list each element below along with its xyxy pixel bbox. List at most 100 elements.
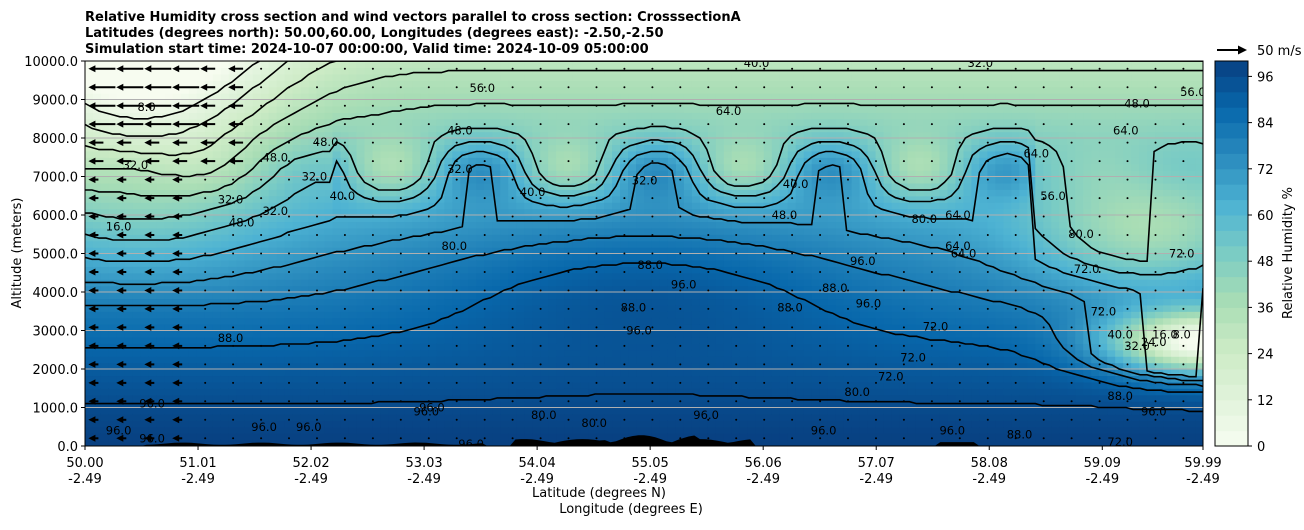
rh-cell xyxy=(380,356,390,364)
rh-cell xyxy=(196,285,206,293)
rh-cell xyxy=(596,131,605,139)
rh-cell xyxy=(492,343,501,351)
rh-cell xyxy=(260,433,270,441)
rh-cell xyxy=(85,407,94,415)
rh-cell xyxy=(236,170,246,178)
rh-cell xyxy=(180,93,190,101)
rh-cell xyxy=(636,304,645,312)
rh-cell xyxy=(308,304,318,312)
rh-cell xyxy=(675,208,685,216)
rh-cell xyxy=(380,221,390,229)
rh-cell xyxy=(292,73,302,81)
rh-cell xyxy=(180,259,190,267)
rh-cell xyxy=(156,420,166,428)
rh-cell xyxy=(564,163,573,171)
rh-cell xyxy=(300,381,310,389)
rh-cell xyxy=(156,125,166,133)
rh-cell xyxy=(556,324,565,332)
rh-cell xyxy=(308,272,318,280)
rh-cell xyxy=(380,253,390,261)
rh-cell xyxy=(292,330,302,338)
rh-cell xyxy=(508,439,517,446)
rh-cell xyxy=(316,369,326,377)
rh-cell xyxy=(651,433,661,441)
rh-cell xyxy=(707,413,717,421)
rh-cell xyxy=(372,202,382,210)
rh-cell xyxy=(100,420,110,428)
rh-cell xyxy=(612,317,621,325)
rh-cell xyxy=(691,292,701,300)
rh-cell xyxy=(180,420,190,428)
rh-cell xyxy=(420,285,429,293)
rh-cell xyxy=(148,202,158,210)
rh-cell xyxy=(492,189,501,197)
rh-cell xyxy=(444,292,453,300)
rh-cell xyxy=(636,285,645,293)
rh-cell xyxy=(268,61,278,69)
rh-cell xyxy=(460,324,469,332)
rh-cell xyxy=(412,298,421,306)
rh-cell xyxy=(164,330,174,338)
rh-cell xyxy=(388,362,398,370)
rh-cell xyxy=(220,86,230,94)
rh-cell xyxy=(596,381,605,389)
rh-cell xyxy=(100,272,110,280)
rh-cell xyxy=(372,356,382,364)
rh-cell xyxy=(316,240,326,248)
rh-cell xyxy=(596,336,605,344)
rh-cell xyxy=(196,150,206,158)
rh-cell xyxy=(644,189,653,197)
rh-cell xyxy=(364,215,374,223)
rh-cell xyxy=(428,381,437,389)
rh-cell xyxy=(292,324,302,332)
rh-cell xyxy=(308,381,318,389)
rh-cell xyxy=(268,227,278,235)
rh-cell xyxy=(659,144,669,152)
rh-cell xyxy=(324,317,334,325)
rh-cell xyxy=(252,99,262,107)
rh-cell xyxy=(675,131,685,139)
rh-cell xyxy=(739,157,749,165)
rh-cell xyxy=(116,150,126,158)
rh-cell xyxy=(188,369,198,377)
rh-cell xyxy=(604,195,613,203)
rh-cell xyxy=(476,202,485,210)
rh-cell xyxy=(588,131,597,139)
rh-cell xyxy=(116,259,126,267)
rh-cell xyxy=(715,99,725,107)
rh-cell xyxy=(492,112,501,120)
rh-cell xyxy=(260,189,270,197)
rh-cell xyxy=(444,343,453,351)
rh-cell xyxy=(452,247,461,255)
rh-cell xyxy=(156,381,166,389)
rh-cell xyxy=(683,131,693,139)
rh-cell xyxy=(132,292,142,300)
rh-cell xyxy=(188,407,198,415)
rh-cell xyxy=(444,131,453,139)
rh-cell xyxy=(636,182,645,190)
rh-cell xyxy=(707,227,717,235)
rh-cell xyxy=(588,266,597,274)
rh-cell xyxy=(156,73,166,81)
rh-cell xyxy=(316,170,326,178)
rh-cell xyxy=(388,86,398,94)
rh-cell xyxy=(252,86,262,94)
rh-cell xyxy=(651,266,661,274)
rh-cell xyxy=(236,426,246,434)
rh-cell xyxy=(236,401,246,409)
rh-cell xyxy=(252,253,262,261)
rh-cell xyxy=(516,163,525,171)
rh-cell xyxy=(364,349,374,357)
rh-cell xyxy=(739,369,749,377)
rh-cell xyxy=(204,324,214,332)
rh-cell xyxy=(260,362,270,370)
rh-cell xyxy=(332,144,342,152)
rh-cell xyxy=(364,131,374,139)
rh-cell xyxy=(500,401,509,409)
rh-cell xyxy=(148,208,158,216)
rh-cell xyxy=(532,401,541,409)
rh-cell xyxy=(707,202,717,210)
rh-cell xyxy=(85,163,94,171)
rh-cell xyxy=(452,401,461,409)
rh-cell xyxy=(364,144,374,152)
